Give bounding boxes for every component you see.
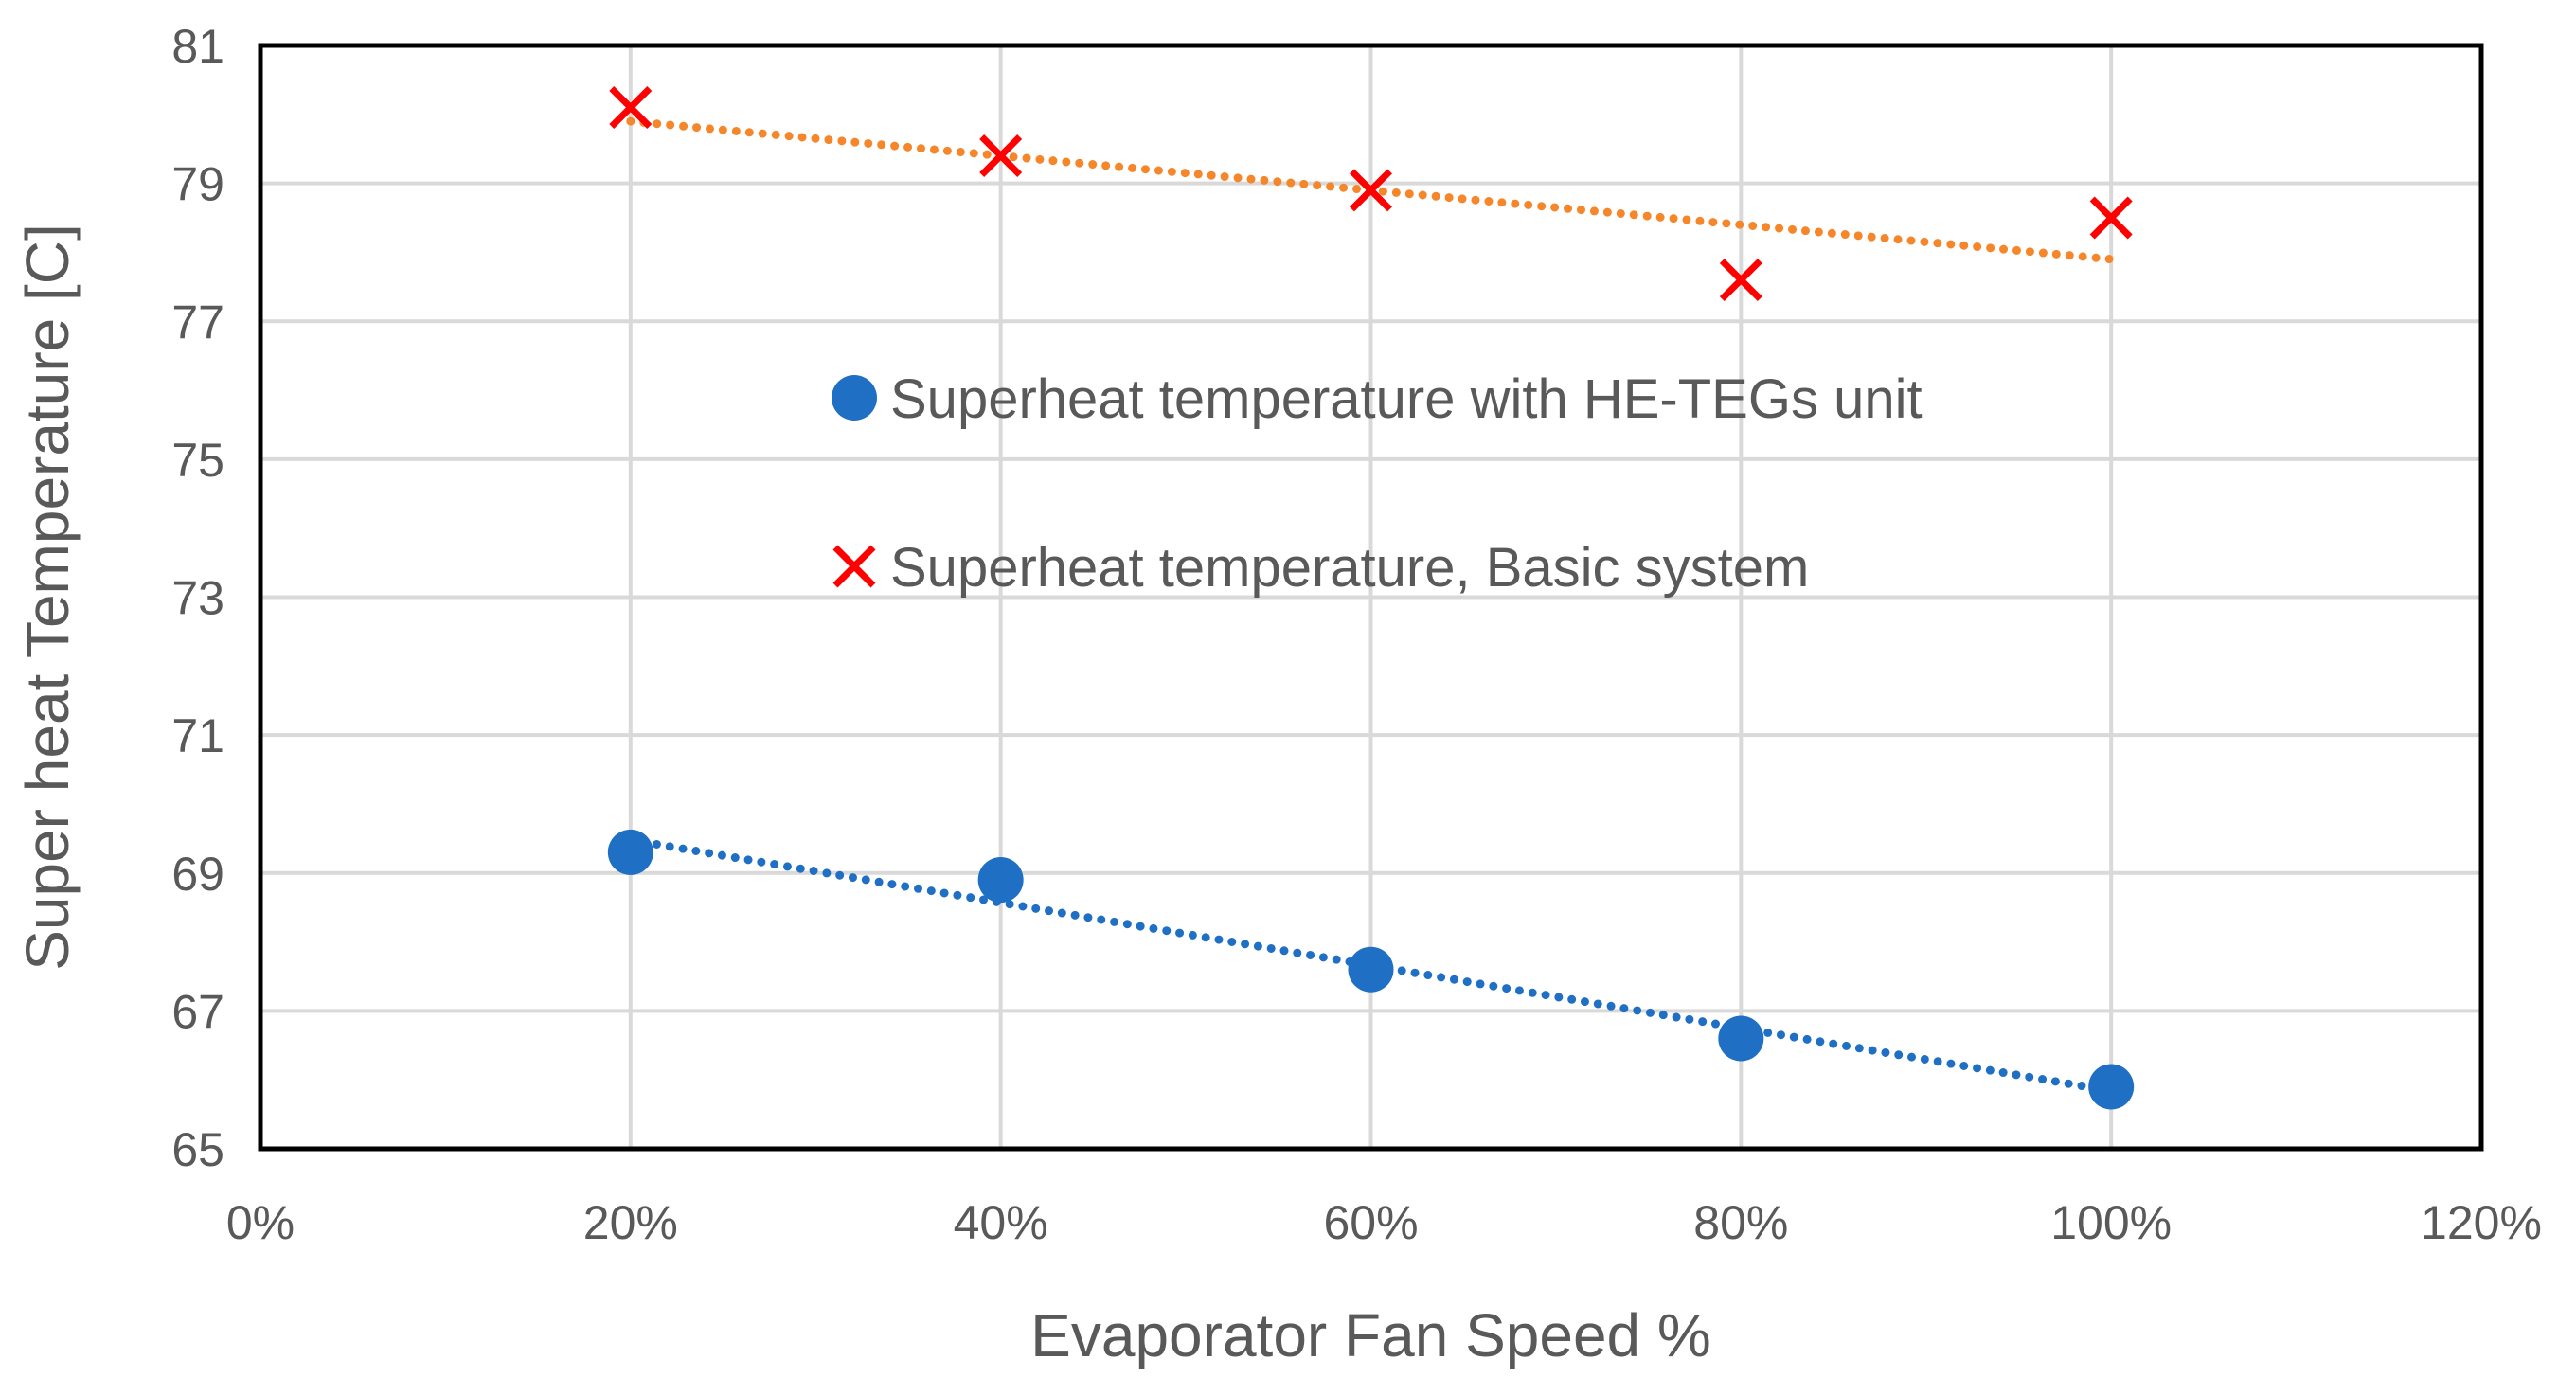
x-tick-label: 60%: [1323, 1196, 1418, 1249]
y-tick-label: 71: [171, 709, 224, 762]
legend-marker: [832, 545, 876, 588]
y-tick-label: 73: [171, 572, 224, 625]
y-tick-label: 69: [171, 848, 224, 901]
x-tick-label: 100%: [2050, 1196, 2172, 1249]
y-tick-label: 75: [171, 434, 224, 487]
y-tick-label: 81: [171, 20, 224, 73]
x-axis-title: Evaporator Fan Speed %: [1030, 1301, 1711, 1369]
data-point-x: [2089, 196, 2133, 240]
y-tick-label: 67: [171, 985, 224, 1038]
data-point-circle: [1718, 1015, 1764, 1062]
data-point-x: [1719, 259, 1762, 302]
y-tick-label: 77: [171, 295, 224, 349]
x-tick-label: 120%: [2421, 1196, 2542, 1249]
x-tick-label: 20%: [583, 1196, 678, 1249]
y-axis-title: Super heat Temperature [C]: [13, 224, 81, 971]
data-point-x: [609, 86, 653, 130]
trendline: [626, 835, 2116, 1096]
data-point-x: [979, 134, 1023, 177]
data-point-x: [1350, 169, 1392, 212]
y-tick-label: 79: [171, 158, 224, 211]
data-point-circle: [977, 857, 1024, 904]
data-markers: [607, 86, 2135, 1110]
legend-marker: [832, 375, 877, 421]
y-tick-label: 65: [171, 1123, 224, 1176]
legend-label: Superheat temperature, Basic system: [890, 537, 1809, 599]
x-tick-label: 40%: [954, 1196, 1048, 1249]
legend: Superheat temperature with HE-TEGs unit S…: [832, 368, 1923, 599]
axis-ticks: 65 67 69 71 73 75 77 79 81 0% 20% 40% 60% 80% 100% 120%: [171, 20, 2542, 1249]
plot-area-frame: [258, 43, 2484, 1152]
data-point-circle: [2088, 1064, 2135, 1110]
x-tick-label: 0%: [226, 1196, 295, 1249]
data-point-circle: [607, 829, 653, 875]
data-point-circle: [1348, 946, 1394, 993]
legend-label: Superheat temperature with HE-TEGs unit: [890, 368, 1923, 430]
x-tick-label: 80%: [1693, 1196, 1788, 1249]
